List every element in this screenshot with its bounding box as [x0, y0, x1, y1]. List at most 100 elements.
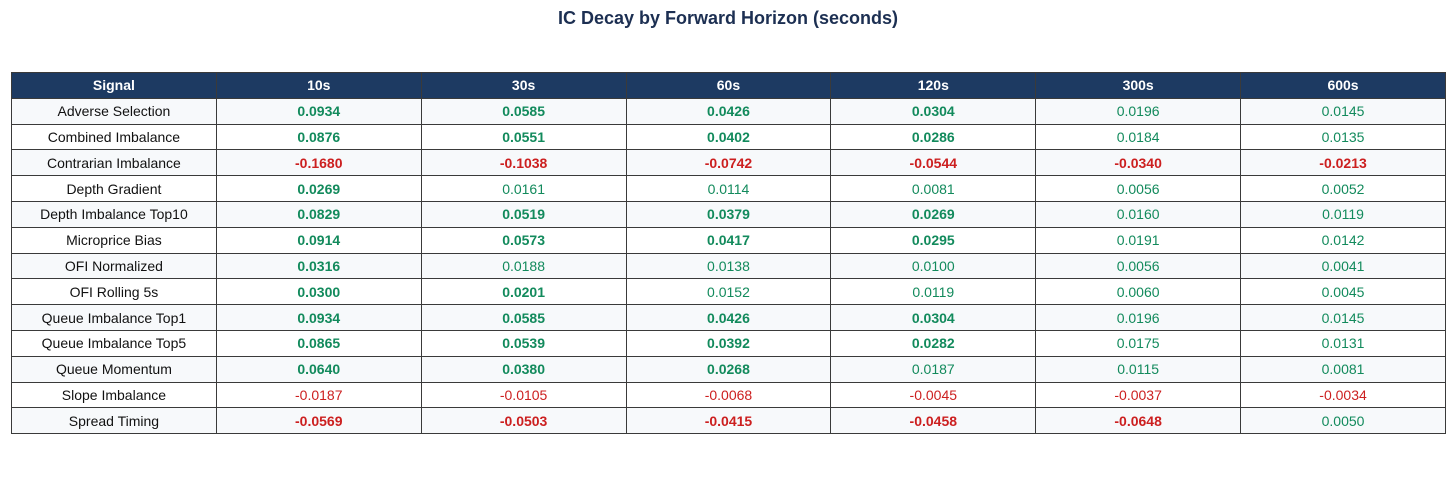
ic-value-cell: 0.0269 [215, 175, 422, 202]
ic-value-cell: 0.0050 [1240, 407, 1446, 435]
ic-value-cell: -0.0213 [1240, 149, 1446, 177]
ic-value-cell: 0.0142 [1240, 226, 1446, 254]
table-row: Depth Gradient 0.0269 0.0161 0.0114 0.0081 0.… [11, 175, 1446, 202]
ic-value-cell: 0.0114 [625, 175, 832, 202]
column-header-signal: Signal [11, 72, 217, 99]
ic-value-cell: 0.0286 [830, 123, 1037, 151]
ic-value-cell: 0.0081 [830, 175, 1037, 202]
table-row: Spread Timing -0.0569 -0.0503 -0.0415 -0.045… [11, 407, 1446, 435]
signal-name-cell: Spread Timing [11, 407, 217, 435]
ic-value-cell: 0.0300 [215, 278, 422, 306]
ic-value-cell: 0.0914 [215, 226, 422, 254]
ic-value-cell: 0.0135 [1240, 123, 1446, 151]
signal-name-cell: Queue Momentum [11, 355, 217, 383]
ic-value-cell: -0.0068 [625, 381, 832, 409]
ic-value-cell: 0.0268 [625, 355, 832, 383]
ic-value-cell: 0.0282 [830, 329, 1037, 357]
ic-value-cell: -0.0034 [1240, 381, 1446, 409]
ic-value-cell: 0.0640 [215, 355, 422, 383]
ic-value-cell: 0.0201 [420, 278, 627, 306]
ic-value-cell: 0.0131 [1240, 329, 1446, 357]
signal-name-cell: Slope Imbalance [11, 381, 217, 409]
ic-value-cell: 0.0191 [1035, 226, 1242, 254]
ic-value-cell: 0.0295 [830, 226, 1037, 254]
ic-value-cell: 0.0380 [420, 355, 627, 383]
signal-name-cell: Queue Imbalance Top1 [11, 304, 217, 331]
ic-value-cell: 0.0392 [625, 329, 832, 357]
column-header-120s: 120s [830, 72, 1037, 99]
signal-name-cell: Adverse Selection [11, 97, 217, 125]
ic-value-cell: 0.0304 [830, 304, 1037, 331]
signal-name-cell: OFI Rolling 5s [11, 278, 217, 306]
table-body: Adverse Selection 0.0934 0.0585 0.0426 0.030… [11, 97, 1446, 435]
ic-value-cell: 0.0175 [1035, 329, 1242, 357]
ic-value-cell: -0.0105 [420, 381, 627, 409]
column-header-300s: 300s [1035, 72, 1242, 99]
column-header-600s: 600s [1240, 72, 1446, 99]
ic-value-cell: 0.0119 [1240, 200, 1446, 228]
table-row: Combined Imbalance 0.0876 0.0551 0.0402 0.02… [11, 123, 1446, 151]
ic-value-cell: 0.0160 [1035, 200, 1242, 228]
ic-value-cell: 0.0379 [625, 200, 832, 228]
ic-value-cell: 0.0060 [1035, 278, 1242, 306]
ic-value-cell: -0.0458 [830, 407, 1037, 435]
chart-title: IC Decay by Forward Horizon (seconds) [557, 8, 899, 28]
ic-value-cell: 0.0417 [625, 226, 832, 254]
table-row: Queue Momentum 0.0640 0.0380 0.0268 0.0187 0.… [11, 355, 1446, 383]
ic-value-cell: 0.0426 [625, 97, 832, 125]
column-header-60s: 60s [625, 72, 832, 99]
table-row: Contrarian Imbalance -0.1680 -0.1038 -0.074… [11, 149, 1446, 177]
signal-name-cell: Queue Imbalance Top5 [11, 329, 217, 357]
signal-name-cell: Contrarian Imbalance [11, 149, 217, 177]
column-header-10s: 10s [215, 72, 422, 99]
ic-value-cell: 0.0829 [215, 200, 422, 228]
ic-value-cell: 0.0316 [215, 252, 422, 280]
ic-value-cell: 0.0551 [420, 123, 627, 151]
ic-value-cell: 0.0161 [420, 175, 627, 202]
ic-value-cell: 0.0934 [215, 304, 422, 331]
ic-value-cell: 0.0402 [625, 123, 832, 151]
ic-value-cell: 0.0934 [215, 97, 422, 125]
ic-value-cell: 0.0573 [420, 226, 627, 254]
ic-value-cell: 0.0426 [625, 304, 832, 331]
ic-value-cell: 0.0145 [1240, 304, 1446, 331]
ic-value-cell: -0.0569 [215, 407, 422, 435]
signal-name-cell: Microprice Bias [11, 226, 217, 254]
ic-value-cell: -0.0340 [1035, 149, 1242, 177]
table-row: Depth Imbalance Top10 0.0829 0.0519 0.0379 0… [11, 200, 1446, 228]
table-row: Queue Imbalance Top5 0.0865 0.0539 0.0392 0.… [11, 329, 1446, 357]
ic-value-cell: -0.0503 [420, 407, 627, 435]
ic-decay-table: Signal 10s 30s 60s 120s 300s 600s Adverse Sele… [11, 72, 1446, 435]
ic-value-cell: 0.0100 [830, 252, 1037, 280]
table-row: Queue Imbalance Top1 0.0934 0.0585 0.0426 0.… [11, 304, 1446, 331]
ic-value-cell: 0.0115 [1035, 355, 1242, 383]
table-row: Microprice Bias 0.0914 0.0573 0.0417 0.0295 0… [11, 226, 1446, 254]
ic-value-cell: 0.0187 [830, 355, 1037, 383]
ic-value-cell: -0.1038 [420, 149, 627, 177]
ic-value-cell: 0.0304 [830, 97, 1037, 125]
ic-value-cell: -0.0648 [1035, 407, 1242, 435]
signal-name-cell: OFI Normalized [11, 252, 217, 280]
ic-value-cell: 0.0056 [1035, 252, 1242, 280]
ic-value-cell: 0.0152 [625, 278, 832, 306]
table-row: OFI Normalized 0.0316 0.0188 0.0138 0.0100 0.… [11, 252, 1446, 280]
ic-value-cell: -0.0544 [830, 149, 1037, 177]
ic-value-cell: 0.0184 [1035, 123, 1242, 151]
signal-name-cell: Combined Imbalance [11, 123, 217, 151]
signal-name-cell: Depth Imbalance Top10 [11, 200, 217, 228]
ic-value-cell: 0.0585 [420, 97, 627, 125]
ic-value-cell: 0.0196 [1035, 304, 1242, 331]
table-row: Slope Imbalance -0.0187 -0.0105 -0.0068 -0.0… [11, 381, 1446, 409]
ic-value-cell: 0.0045 [1240, 278, 1446, 306]
ic-value-cell: 0.0041 [1240, 252, 1446, 280]
ic-value-cell: 0.0081 [1240, 355, 1446, 383]
ic-value-cell: 0.0196 [1035, 97, 1242, 125]
table-row: Adverse Selection 0.0934 0.0585 0.0426 0.030… [11, 97, 1446, 125]
ic-value-cell: 0.0138 [625, 252, 832, 280]
ic-value-cell: -0.0742 [625, 149, 832, 177]
ic-value-cell: 0.0876 [215, 123, 422, 151]
ic-value-cell: 0.0052 [1240, 175, 1446, 202]
ic-value-cell: -0.0045 [830, 381, 1037, 409]
ic-value-cell: 0.0145 [1240, 97, 1446, 125]
table-header-row: Signal 10s 30s 60s 120s 300s 600s [11, 72, 1446, 99]
